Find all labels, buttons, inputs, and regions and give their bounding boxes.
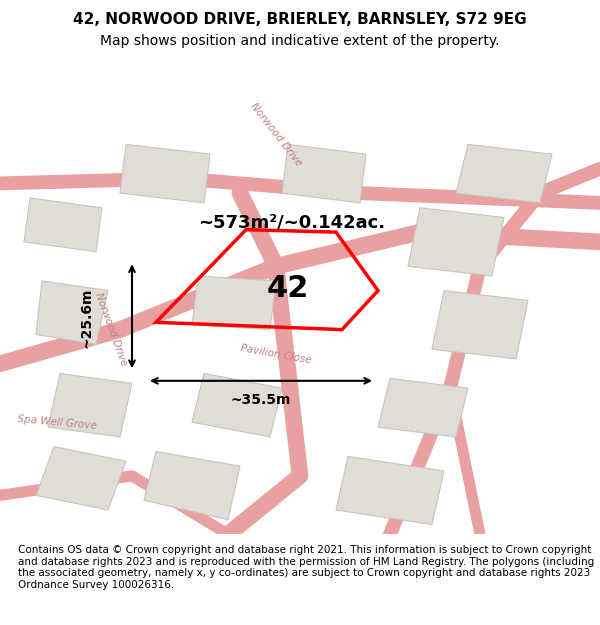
Text: ~25.6m: ~25.6m xyxy=(80,288,94,348)
Text: 42: 42 xyxy=(267,274,309,302)
Polygon shape xyxy=(432,291,528,359)
Polygon shape xyxy=(144,451,240,520)
Polygon shape xyxy=(120,144,210,203)
Text: Map shows position and indicative extent of the property.: Map shows position and indicative extent… xyxy=(100,34,500,48)
Polygon shape xyxy=(24,198,102,252)
Text: ~35.5m: ~35.5m xyxy=(231,393,291,407)
Polygon shape xyxy=(282,144,366,203)
Text: Contains OS data © Crown copyright and database right 2021. This information is : Contains OS data © Crown copyright and d… xyxy=(18,545,594,590)
Text: ~573m²/~0.142ac.: ~573m²/~0.142ac. xyxy=(198,213,385,231)
Polygon shape xyxy=(408,208,504,276)
Polygon shape xyxy=(192,276,276,329)
Polygon shape xyxy=(336,456,444,524)
Text: Norwood Drive: Norwood Drive xyxy=(248,101,304,168)
Polygon shape xyxy=(36,447,126,510)
Text: Spa Well Grove: Spa Well Grove xyxy=(17,414,97,431)
Text: Norwood Drive: Norwood Drive xyxy=(93,292,129,367)
Polygon shape xyxy=(48,374,132,437)
Polygon shape xyxy=(378,378,468,437)
Text: 42, NORWOOD DRIVE, BRIERLEY, BARNSLEY, S72 9EG: 42, NORWOOD DRIVE, BRIERLEY, BARNSLEY, S… xyxy=(73,12,527,27)
Polygon shape xyxy=(192,374,282,437)
Polygon shape xyxy=(36,281,108,344)
Text: Pavilion Close: Pavilion Close xyxy=(240,343,312,365)
Polygon shape xyxy=(456,144,552,203)
